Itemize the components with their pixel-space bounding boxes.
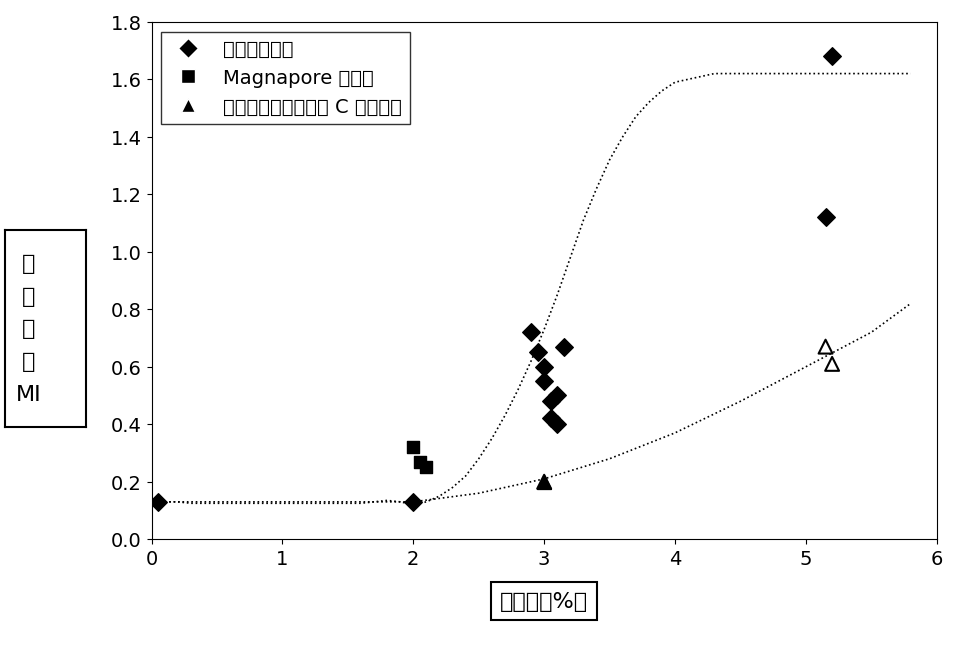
Point — [530, 347, 545, 358]
Point — [405, 497, 421, 507]
Point — [536, 476, 552, 487]
Point — [523, 327, 538, 338]
Point — [557, 342, 572, 352]
Point — [550, 390, 565, 401]
Point — [150, 497, 166, 507]
Point — [543, 413, 559, 424]
Point — [405, 442, 421, 453]
Point — [825, 359, 840, 369]
Text: 熔
融
指
数
MI: 熔 融 指 数 MI — [16, 253, 41, 405]
Point — [419, 463, 434, 473]
Point — [825, 52, 840, 63]
Point — [543, 396, 559, 407]
Point — [412, 457, 427, 467]
Text: 钛含量（%）: 钛含量（%） — [500, 592, 588, 611]
Legend: 本发明催化剂, Magnapore 催化剂, 采用低孔容载体硅胶 C 的催化剂: 本发明催化剂, Magnapore 催化剂, 采用低孔容载体硅胶 C 的催化剂 — [161, 32, 410, 124]
Point — [536, 362, 552, 372]
Point — [536, 476, 552, 487]
Point — [818, 213, 833, 223]
Point — [536, 376, 552, 387]
Point — [550, 419, 565, 430]
Point — [818, 342, 833, 352]
